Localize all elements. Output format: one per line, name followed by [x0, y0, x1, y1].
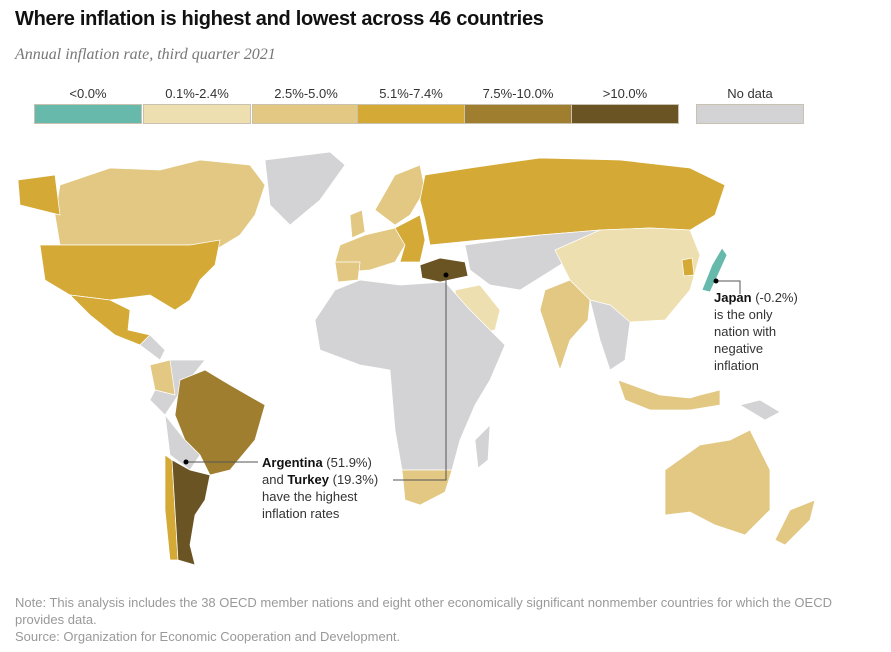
country-uk	[349, 209, 366, 239]
country-south-africa	[401, 469, 453, 506]
country-greenland	[264, 151, 346, 226]
japan-annotation: Japan (-0.2%) is the only nation with ne…	[714, 289, 798, 374]
country-south-america-other	[149, 359, 206, 416]
country-south-korea	[681, 257, 695, 277]
country-eastern-europe	[394, 214, 426, 263]
country-china	[554, 227, 701, 323]
turkey-value: (19.3%)	[332, 472, 379, 487]
country-canada	[54, 159, 266, 251]
argentina-marker	[183, 459, 189, 465]
country-madagascar	[474, 424, 491, 469]
country-indonesia	[617, 379, 721, 411]
annotation-text: inflation	[714, 358, 759, 373]
chart-title: Where inflation is highest and lowest ac…	[15, 8, 544, 30]
legend-label: <0.0%	[69, 86, 107, 101]
world-map	[17, 151, 816, 566]
annotation-text: and	[262, 472, 284, 487]
legend-swatch	[143, 104, 251, 124]
country-africa	[314, 279, 506, 471]
country-mexico	[69, 294, 151, 346]
japan-label: Japan	[714, 290, 752, 305]
country-australia	[664, 429, 771, 536]
turkey-label: Turkey	[287, 472, 329, 487]
country-southeast-asia	[589, 299, 631, 371]
country-papua	[739, 399, 781, 421]
legend-item: 7.5%-10.0%	[464, 86, 572, 124]
legend-label: 7.5%-10.0%	[482, 86, 554, 101]
chart-subtitle: Annual inflation rate, third quarter 202…	[15, 46, 276, 63]
country-central-america	[139, 334, 166, 361]
argentina-label: Argentina	[262, 455, 323, 470]
legend-swatch	[464, 104, 572, 124]
legend-label: 5.1%-7.4%	[379, 86, 443, 101]
legend-label: 2.5%-5.0%	[274, 86, 338, 101]
legend-swatch	[571, 104, 679, 124]
turkey-marker	[443, 272, 449, 278]
annotation-text: negative	[714, 341, 764, 356]
legend-item: <0.0%	[34, 86, 142, 124]
legend-item: 0.1%-2.4%	[143, 86, 251, 124]
legend-item: 2.5%-5.0%	[252, 86, 360, 124]
country-argentina	[171, 459, 211, 566]
japan-value: (-0.2%)	[755, 290, 798, 305]
country-iberia	[334, 261, 361, 283]
country-russia	[419, 157, 726, 246]
legend-item: >10.0%	[571, 86, 679, 124]
legend-label: No data	[727, 86, 773, 101]
country-usa-alaska	[17, 174, 61, 216]
legend-label: >10.0%	[602, 86, 648, 101]
legend-label: 0.1%-2.4%	[165, 86, 229, 101]
country-india	[539, 279, 591, 372]
annotation-text: nation with	[714, 324, 777, 339]
country-usa	[39, 239, 221, 311]
legend-item: No data	[696, 86, 804, 124]
country-japan	[701, 247, 728, 293]
argentina-value: (51.9%)	[326, 455, 372, 470]
annotation-text: is the only	[714, 307, 773, 322]
source-text: Source: Organization for Economic Cooper…	[15, 629, 401, 644]
note-text: Note: This analysis includes the 38 OECD…	[15, 595, 832, 627]
legend-item: 5.1%-7.4%	[357, 86, 465, 124]
annotation-text: inflation rates	[262, 506, 340, 521]
turkey-leader-line	[393, 275, 447, 481]
country-new-zealand	[774, 499, 816, 546]
japan-leader-line	[716, 280, 741, 294]
annotation-text: have the highest	[262, 489, 358, 504]
footnote: Note: This analysis includes the 38 OECD…	[15, 594, 855, 645]
japan-marker	[713, 278, 719, 284]
legend-swatch	[34, 104, 142, 124]
country-brazil	[174, 369, 266, 476]
country-turkey	[419, 257, 469, 283]
legend-swatch	[252, 104, 360, 124]
highest-inflation-annotation: Argentina (51.9%) and Turkey (19.3%) hav…	[262, 454, 378, 522]
legend-swatch	[696, 104, 804, 124]
legend-swatch	[357, 104, 465, 124]
